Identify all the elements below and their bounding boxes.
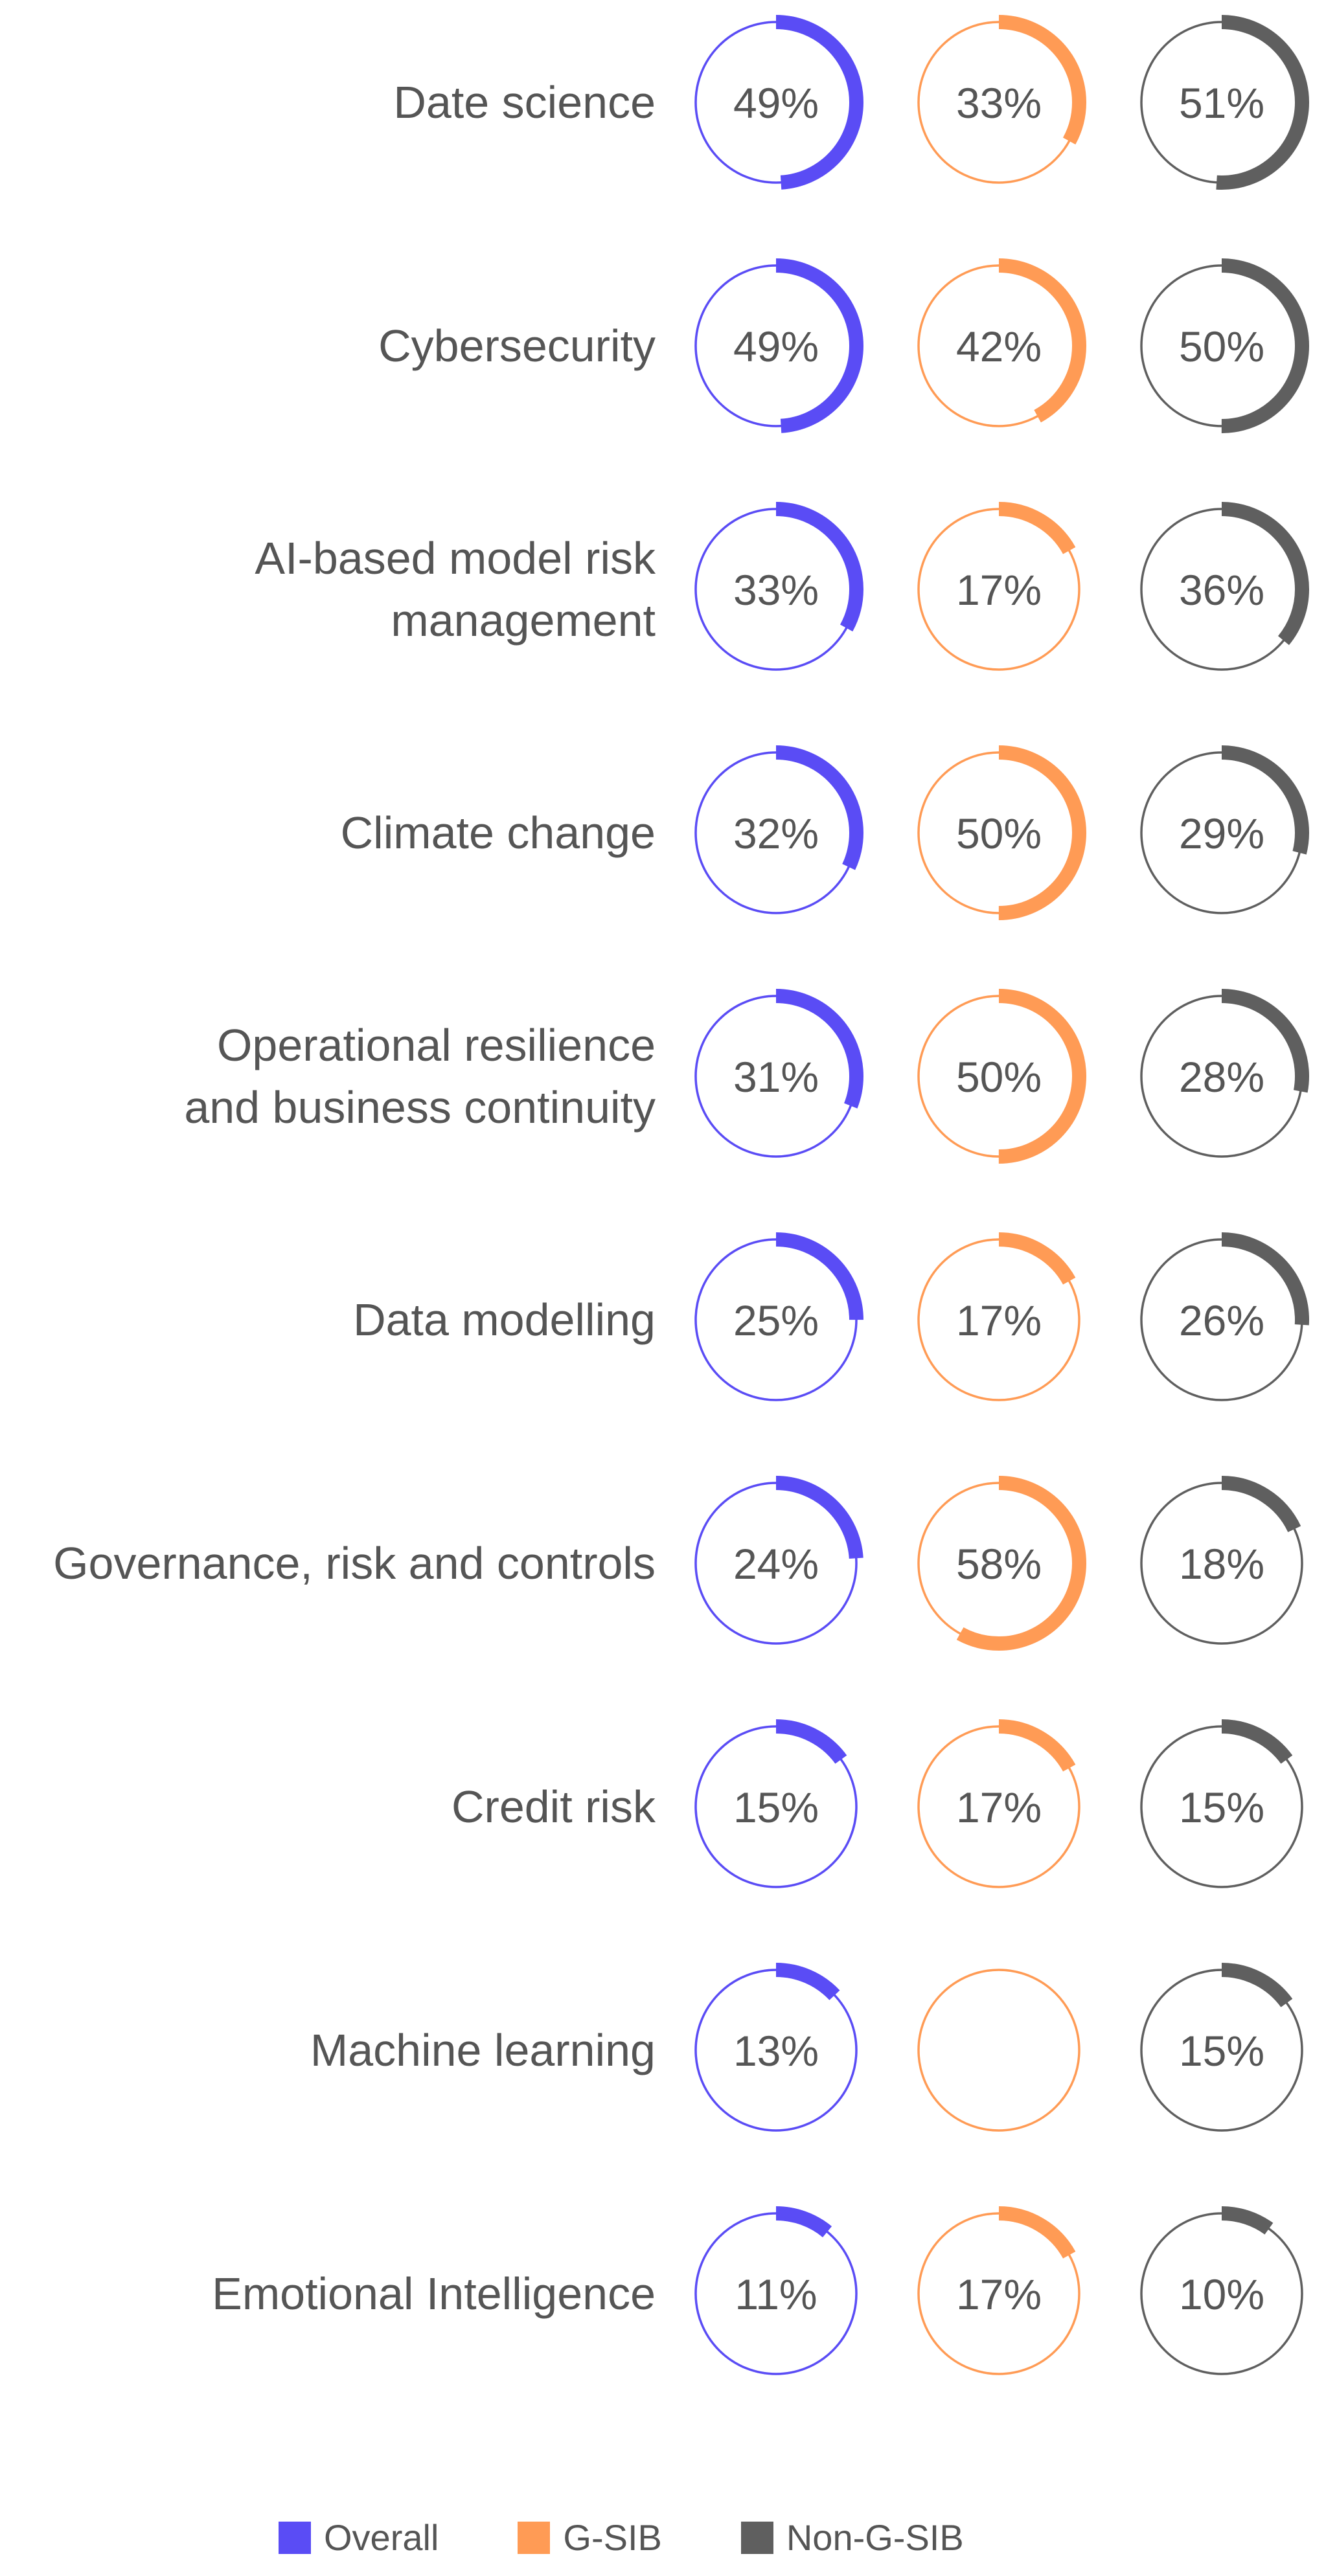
donut-arc-overall bbox=[689, 1963, 863, 2138]
donut-arc-overall bbox=[689, 2206, 863, 2381]
donut-arc-non-g-sib bbox=[1134, 1476, 1309, 1651]
legend-label: G-SIB bbox=[563, 2517, 662, 2558]
donut-arc-non-g-sib bbox=[1134, 1232, 1309, 1407]
donut-arc-non-g-sib bbox=[1134, 502, 1309, 677]
donut-arc-g-sib bbox=[911, 745, 1086, 920]
percent-label: 51% bbox=[1179, 79, 1264, 127]
donut-arc-non-g-sib bbox=[1134, 1963, 1309, 2138]
percent-label: 25% bbox=[733, 1296, 819, 1344]
donut-arc-non-g-sib bbox=[1134, 2206, 1309, 2381]
row-label: management bbox=[391, 595, 656, 646]
donut-arc-g-sib bbox=[911, 1232, 1086, 1407]
percent-label: 29% bbox=[1179, 809, 1264, 857]
row-label: Data modelling bbox=[353, 1294, 656, 1345]
percent-label: 17% bbox=[956, 1296, 1042, 1344]
percent-label: 50% bbox=[1179, 322, 1264, 370]
row-label: Operational resilience bbox=[217, 1020, 656, 1070]
donut-arc-g-sib bbox=[911, 1476, 1086, 1651]
percent-label: 15% bbox=[733, 1783, 819, 1831]
donut-arc-non-g-sib bbox=[1134, 15, 1309, 190]
donut-arc-overall bbox=[689, 502, 863, 677]
percent-label: 11% bbox=[735, 2270, 817, 2318]
donut-arc-overall bbox=[689, 1719, 863, 1894]
donut-ring-g-sib bbox=[917, 1969, 1080, 2132]
donut-arc-overall bbox=[689, 15, 863, 190]
percent-label: 33% bbox=[733, 566, 819, 614]
percent-label: 15% bbox=[1179, 1783, 1264, 1831]
percent-label: 17% bbox=[956, 1783, 1042, 1831]
row-label: Date science bbox=[393, 77, 656, 128]
percent-label: 36% bbox=[1179, 566, 1264, 614]
donut-arc-overall bbox=[689, 1232, 863, 1407]
donut-arc-overall bbox=[689, 1476, 863, 1651]
percent-label: 28% bbox=[1179, 1053, 1264, 1101]
percent-label: 50% bbox=[956, 809, 1042, 857]
percent-label: 50% bbox=[956, 1053, 1042, 1101]
percent-label: 17% bbox=[956, 566, 1042, 614]
legend: Overall G-SIB Non-G-SIB bbox=[279, 2516, 1043, 2559]
row-label: and business continuity bbox=[184, 1082, 656, 1133]
donut-arc-g-sib bbox=[911, 502, 1086, 677]
percent-label: 13% bbox=[733, 2027, 819, 2075]
donut-chart: Date science 49% 33% 51% Cybersecurity 49% 42%… bbox=[53, 15, 1309, 2381]
donut-arc-g-sib bbox=[911, 989, 1086, 1164]
row-label: AI-based model risk bbox=[255, 533, 656, 583]
legend-item: G-SIB bbox=[518, 2517, 662, 2558]
percent-label: 24% bbox=[733, 1540, 819, 1588]
row-label: Climate change bbox=[341, 808, 656, 858]
legend-label: Overall bbox=[324, 2517, 439, 2558]
percent-label: 10% bbox=[1179, 2270, 1264, 2318]
row-label: Cybersecurity bbox=[378, 321, 656, 371]
percent-label: 42% bbox=[956, 322, 1042, 370]
percent-label: 17% bbox=[956, 2270, 1042, 2318]
donut-arc-overall bbox=[689, 258, 863, 433]
percent-label: 58% bbox=[956, 1540, 1042, 1588]
donut-arc-g-sib bbox=[911, 2206, 1086, 2381]
percent-label: 26% bbox=[1179, 1296, 1264, 1344]
donut-arc-non-g-sib bbox=[1134, 745, 1309, 920]
donut-arc-g-sib bbox=[911, 15, 1086, 190]
legend-item: Overall bbox=[279, 2520, 439, 2556]
row-label: Credit risk bbox=[451, 1781, 656, 1832]
legend-swatch bbox=[518, 2522, 551, 2554]
legend-swatch bbox=[279, 2522, 311, 2554]
percent-label: 49% bbox=[733, 79, 819, 127]
legend-swatch bbox=[740, 2522, 773, 2554]
donut-arc-non-g-sib bbox=[1134, 258, 1309, 433]
row-label: Machine learning bbox=[310, 2025, 656, 2075]
row-label: Governance, risk and controls bbox=[53, 1538, 656, 1588]
legend-label: Non-G-SIB bbox=[786, 2517, 964, 2558]
donut-arc-g-sib bbox=[911, 258, 1086, 433]
percent-label: 31% bbox=[733, 1053, 819, 1101]
donut-arc-g-sib bbox=[911, 1719, 1086, 1894]
percent-label: 49% bbox=[733, 322, 819, 370]
percent-label: 15% bbox=[1179, 2027, 1264, 2075]
percent-label: 18% bbox=[1179, 1540, 1264, 1588]
percent-label: 32% bbox=[733, 809, 819, 857]
donut-arc-non-g-sib bbox=[1134, 1719, 1309, 1894]
percent-label: 33% bbox=[956, 79, 1042, 127]
donut-arc-non-g-sib bbox=[1134, 989, 1309, 1164]
legend-item: Non-G-SIB bbox=[740, 2517, 964, 2558]
donut-arc-overall bbox=[689, 745, 863, 920]
row-label: Emotional Intelligence bbox=[212, 2268, 656, 2319]
donut-arc-overall bbox=[689, 989, 863, 1164]
